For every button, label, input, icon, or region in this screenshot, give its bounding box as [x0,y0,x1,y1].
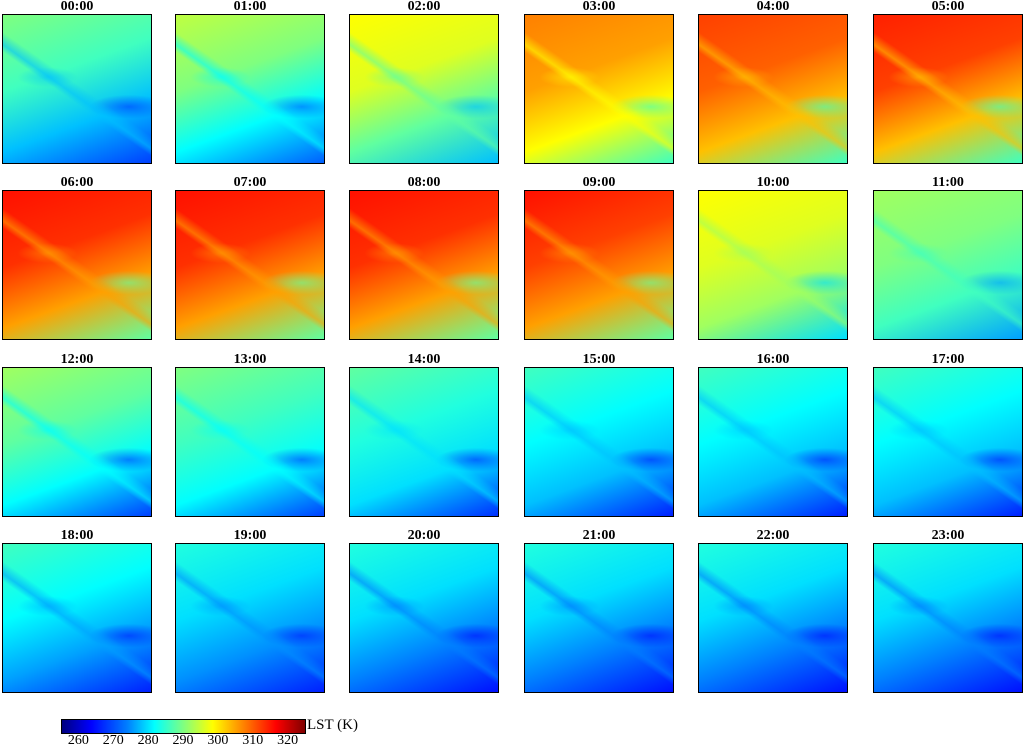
lst-map-panel [349,543,499,693]
panel-title: 15:00 [582,352,616,367]
lst-map-panel [2,543,152,693]
colorbar-tick-label: 320 [277,733,299,748]
panel-title: 07:00 [233,175,267,190]
colorbar-tick-label: 310 [242,733,264,748]
colorbar-tick-label: 280 [137,733,159,748]
lst-map-panel [175,367,325,517]
lst-map-panel [524,190,674,340]
colorbar-tick-label: 270 [102,733,124,748]
colorbar-tick-label: 260 [67,733,89,748]
lst-map-panel [349,190,499,340]
lst-map-panel [524,14,674,164]
lst-map-panel [698,14,848,164]
panel-title: 21:00 [582,528,616,543]
panel-title: 06:00 [60,175,94,190]
lst-map-panel [873,14,1023,164]
colorbar-tick-label: 300 [207,733,229,748]
lst-map-panel [2,14,152,164]
panel-title: 12:00 [60,352,94,367]
lst-map-panel [873,367,1023,517]
panel-title: 18:00 [60,528,94,543]
panel-title: 09:00 [582,175,616,190]
panel-title: 23:00 [931,528,965,543]
panel-title: 16:00 [756,352,790,367]
lst-map-panel [2,367,152,517]
lst-map-panel [349,14,499,164]
panel-title: 11:00 [932,175,964,190]
panel-title: 19:00 [233,528,267,543]
lst-map-panel [175,543,325,693]
lst-map-panel [698,190,848,340]
lst-map-panel [349,367,499,517]
panel-title: 01:00 [233,0,267,14]
lst-map-panel [524,543,674,693]
colorbar [61,719,306,734]
panel-title: 08:00 [407,175,441,190]
lst-map-panel [698,543,848,693]
panel-title: 10:00 [756,175,790,190]
colorbar-tick-label: 290 [172,733,194,748]
lst-map-panel [524,367,674,517]
panel-title: 17:00 [931,352,965,367]
panel-title: 00:00 [60,0,94,14]
panel-title: 03:00 [582,0,616,14]
panel-title: 20:00 [407,528,441,543]
panel-title: 13:00 [233,352,267,367]
lst-map-panel [2,190,152,340]
panel-title: 05:00 [931,0,965,14]
panel-title: 22:00 [756,528,790,543]
panel-title: 02:00 [407,0,441,14]
lst-map-panel [175,14,325,164]
panel-title: 14:00 [407,352,441,367]
lst-map-panel [698,367,848,517]
colorbar-label: LST (K) [307,717,358,733]
lst-map-panel [175,190,325,340]
lst-map-panel [873,543,1023,693]
panel-title: 04:00 [756,0,790,14]
lst-map-panel [873,190,1023,340]
